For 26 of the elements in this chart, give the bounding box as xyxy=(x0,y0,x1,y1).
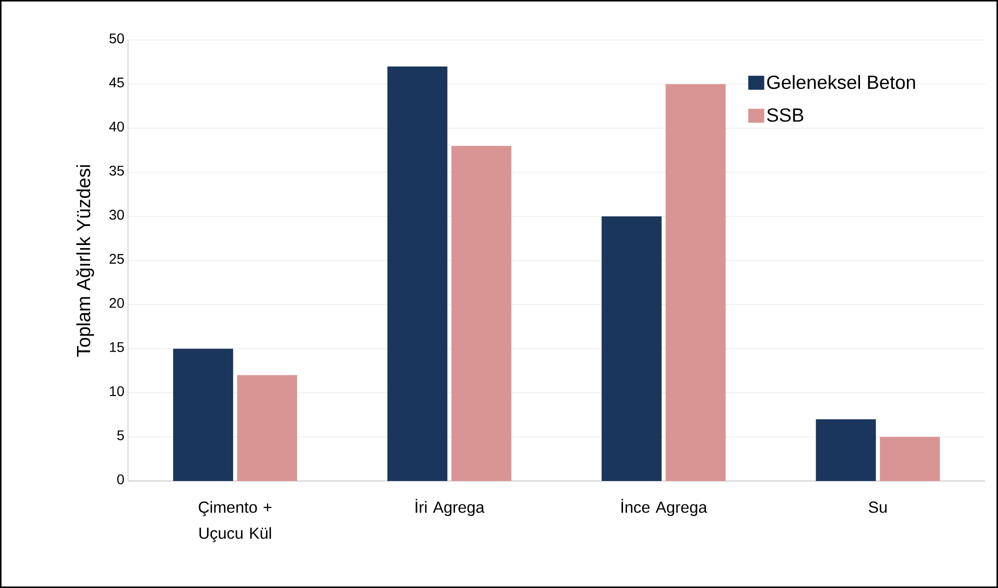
x-tick-label: İnce Agrega xyxy=(622,498,708,516)
legend-label: Geleneksel Beton xyxy=(767,75,915,90)
x-tick-label: Çimento + Uçucu Kül xyxy=(198,501,272,542)
y-tick-label: 50 xyxy=(109,33,124,44)
bar xyxy=(816,419,876,481)
bar xyxy=(173,348,234,481)
bar xyxy=(237,375,298,481)
y-tick-label: 10 xyxy=(110,386,124,396)
bar xyxy=(666,84,726,481)
y-tick-label: 5 xyxy=(117,430,124,440)
bar xyxy=(880,436,940,481)
bar xyxy=(387,66,448,481)
y-tick-label: 25 xyxy=(110,254,124,264)
y-tick-label: 35 xyxy=(109,166,124,176)
y-tick-label: 0 xyxy=(117,474,124,484)
x-tick-label: İri Agrega xyxy=(416,498,484,516)
bar xyxy=(602,216,662,481)
y-axis-title: Toplam Ağırlık Yüzdesi xyxy=(76,165,94,357)
y-tick-label: 40 xyxy=(109,122,124,132)
y-tick-label: 20 xyxy=(110,298,124,308)
legend-label: SSB xyxy=(767,108,804,122)
x-tick-label: Su xyxy=(868,502,887,513)
y-tick-label: 45 xyxy=(109,78,124,88)
y-tick-label: 30 xyxy=(109,210,124,220)
y-tick-label: 15 xyxy=(110,342,124,352)
bar xyxy=(451,146,512,481)
